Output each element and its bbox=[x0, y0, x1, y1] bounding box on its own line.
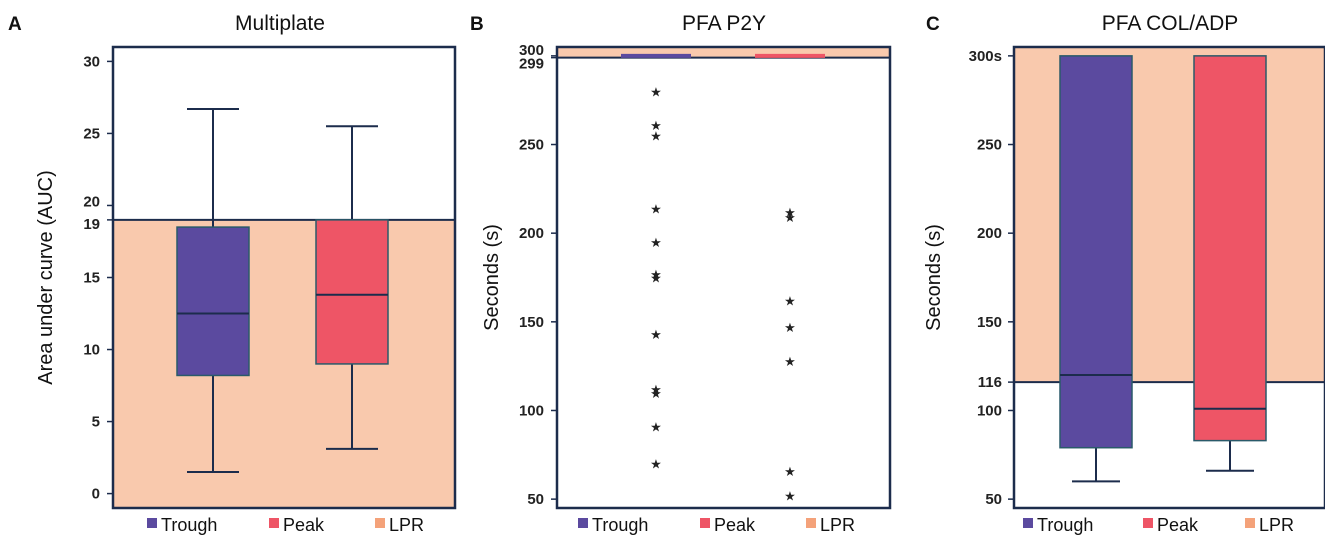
box-trough bbox=[1059, 55, 1133, 449]
outlier-point: ★ bbox=[650, 202, 662, 217]
legend-label-peak: Peak bbox=[283, 515, 325, 535]
box-trough bbox=[176, 226, 250, 377]
y-tick-label: 200 bbox=[977, 225, 1002, 242]
outlier-point: ★ bbox=[784, 490, 796, 505]
plot-frame bbox=[555, 45, 892, 510]
legend-label-lpr: LPR bbox=[1259, 515, 1294, 535]
y-tick-label: 19 bbox=[83, 216, 100, 233]
outlier-point: ★ bbox=[784, 465, 796, 480]
y-tick-label: 100 bbox=[519, 402, 544, 419]
y-tick-label: 30 bbox=[83, 53, 100, 70]
y-tick-label: 0 bbox=[92, 486, 100, 503]
legend-label-trough: Trough bbox=[161, 515, 217, 535]
legend-swatch-trough bbox=[147, 518, 157, 528]
panel-title: PFA COL/ADP bbox=[1102, 12, 1239, 35]
legend-swatch-trough bbox=[578, 518, 588, 528]
y-tick-label: 150 bbox=[519, 314, 544, 331]
y-tick-label: 200 bbox=[519, 225, 544, 242]
outlier-point: ★ bbox=[650, 387, 662, 402]
lpr-band bbox=[557, 47, 890, 58]
y-tick-label: 150 bbox=[977, 314, 1002, 331]
legend-label-lpr: LPR bbox=[389, 515, 424, 535]
y-tick-label: 300 bbox=[519, 42, 544, 59]
y-tick-label: 50 bbox=[527, 491, 544, 508]
legend-swatch-peak bbox=[700, 518, 710, 528]
outlier-point: ★ bbox=[650, 272, 662, 287]
legend-swatch-lpr bbox=[806, 518, 816, 528]
panel-title: Multiplate bbox=[235, 12, 325, 35]
y-tick-label: 300s bbox=[969, 48, 1002, 65]
panel-title: PFA P2Y bbox=[682, 12, 766, 35]
legend-label-lpr: LPR bbox=[820, 515, 855, 535]
y-tick-label: 15 bbox=[83, 270, 100, 287]
legend-label-peak: Peak bbox=[714, 515, 756, 535]
outlier-point: ★ bbox=[650, 85, 662, 100]
legend-swatch-trough bbox=[1023, 518, 1033, 528]
legend-label-trough: Trough bbox=[592, 515, 648, 535]
legend-label-peak: Peak bbox=[1157, 515, 1199, 535]
outlier-point: ★ bbox=[784, 211, 796, 226]
legend-swatch-lpr bbox=[1245, 518, 1255, 528]
outlier-point: ★ bbox=[784, 295, 796, 310]
panel-letter: C bbox=[926, 14, 940, 35]
y-tick-label: 250 bbox=[977, 137, 1002, 154]
panel-letter: A bbox=[8, 14, 22, 35]
panel-letter: B bbox=[470, 14, 484, 35]
y-tick-label: 20 bbox=[83, 193, 100, 210]
lpr-band bbox=[113, 219, 455, 508]
outlier-point: ★ bbox=[650, 383, 662, 398]
y-tick-label: 100 bbox=[977, 402, 1002, 419]
y-tick-label: 50 bbox=[985, 491, 1002, 508]
outlier-point: ★ bbox=[650, 328, 662, 343]
box-peak bbox=[315, 219, 389, 365]
box-peak bbox=[1193, 55, 1267, 442]
legend-swatch-lpr bbox=[375, 518, 385, 528]
outlier-point: ★ bbox=[650, 458, 662, 473]
legend-swatch-peak bbox=[1143, 518, 1153, 528]
outlier-point: ★ bbox=[784, 206, 796, 221]
y-axis-label: Seconds (s) bbox=[923, 224, 945, 331]
legend-swatch-peak bbox=[269, 518, 279, 528]
legend-label-trough: Trough bbox=[1037, 515, 1093, 535]
y-tick-label: 299 bbox=[519, 56, 544, 73]
y-tick-label: 25 bbox=[83, 125, 100, 142]
outlier-point: ★ bbox=[650, 420, 662, 435]
outlier-point: ★ bbox=[784, 355, 796, 370]
y-tick-label: 10 bbox=[83, 342, 100, 359]
outlier-point: ★ bbox=[650, 130, 662, 145]
y-axis-label: Seconds (s) bbox=[481, 224, 503, 331]
y-tick-label: 250 bbox=[519, 137, 544, 154]
y-tick-label: 116 bbox=[978, 374, 1002, 391]
plot-frame bbox=[1012, 45, 1325, 510]
outlier-point: ★ bbox=[784, 321, 796, 336]
outlier-point: ★ bbox=[650, 119, 662, 134]
outlier-point: ★ bbox=[650, 236, 662, 251]
y-tick-label: 5 bbox=[92, 414, 100, 431]
outlier-point: ★ bbox=[650, 268, 662, 283]
y-axis-label: Area under curve (AUC) bbox=[35, 170, 57, 385]
